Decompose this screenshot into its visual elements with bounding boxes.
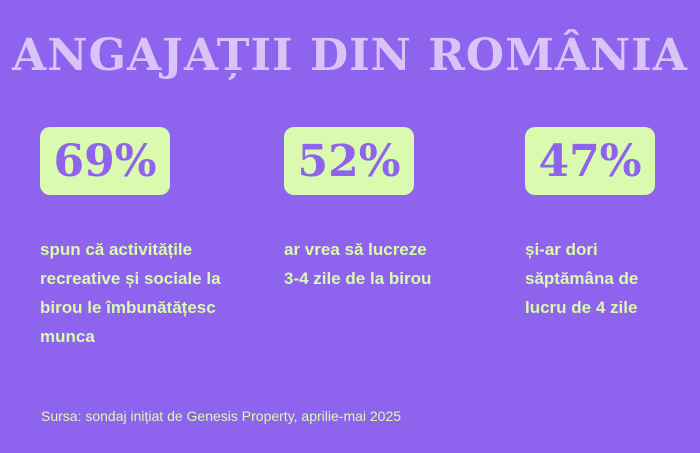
stat-value-box: 47%: [525, 127, 655, 195]
stat-card-3: 47% și-ar dori săptămâna de lucru de 4 z…: [525, 127, 655, 317]
page-title: ANGAJAȚII DIN ROMÂNIA: [12, 30, 688, 81]
stat-value: 52%: [297, 135, 401, 187]
stat-description: și-ar dori săptămâna de lucru de 4 zile: [525, 240, 639, 317]
stat-card-2: 52% ar vrea să lucreze 3-4 zile de la bi…: [284, 127, 431, 288]
stat-value: 47%: [538, 135, 642, 187]
stat-description: ar vrea să lucreze 3-4 zile de la birou: [284, 240, 432, 288]
stat-value-box: 69%: [40, 127, 170, 195]
stat-card-1: 69% spun că activitățile recreative și s…: [40, 127, 221, 346]
source-note: Sursa: sondaj inițiat de Genesis Propert…: [41, 408, 402, 424]
stat-value-box: 52%: [284, 127, 414, 195]
stat-description: spun că activitățile recreative și socia…: [40, 240, 221, 346]
stat-value: 69%: [53, 135, 157, 187]
